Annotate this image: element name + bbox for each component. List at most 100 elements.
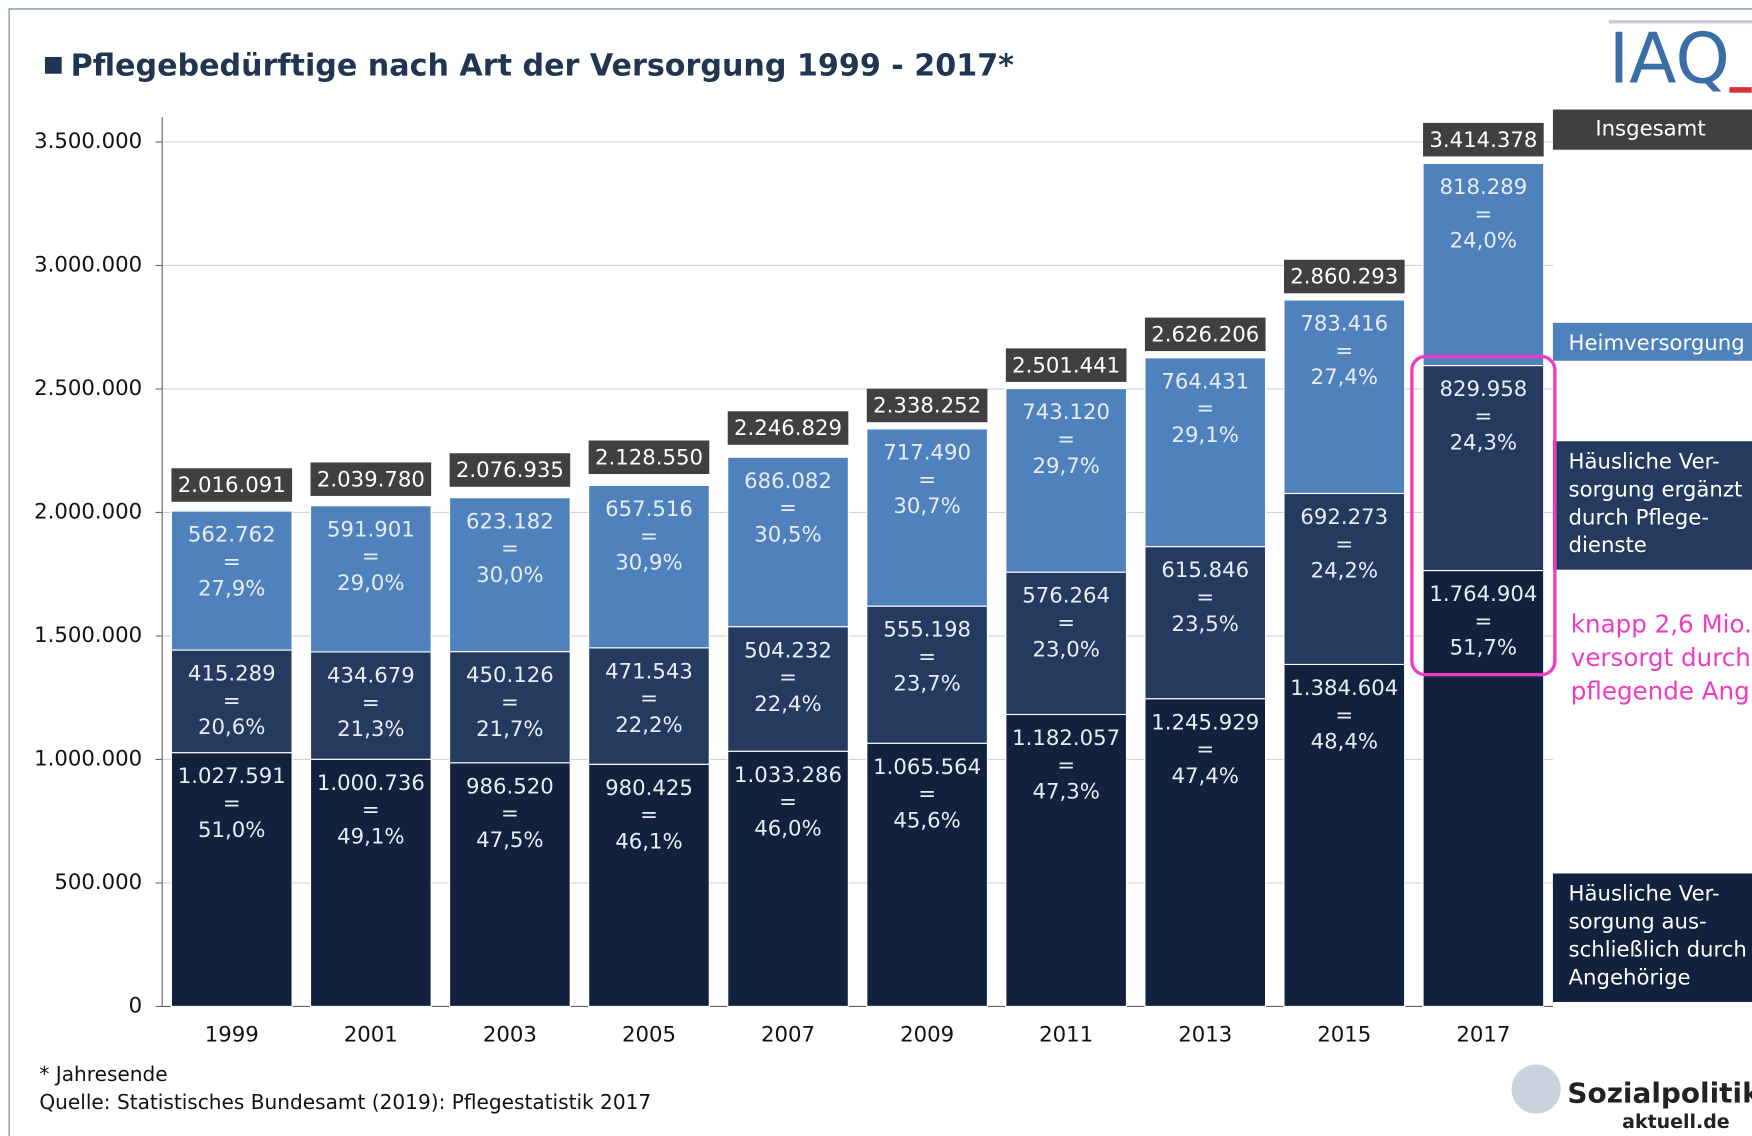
value-label: 434.679: [327, 663, 415, 688]
title-marker: [45, 57, 62, 74]
x-tick-label: 2015: [1317, 1022, 1371, 1047]
separator: =: [1196, 396, 1214, 421]
share-label: 47,4%: [1172, 764, 1239, 789]
logo-iaq: IAQ: [1609, 20, 1730, 100]
separator: =: [918, 782, 936, 807]
share-label: 47,3%: [1032, 780, 1099, 805]
value-label: 743.120: [1022, 400, 1110, 425]
bar-segment: [311, 759, 432, 1006]
separator: =: [1474, 609, 1492, 634]
x-tick-label: 1999: [205, 1022, 259, 1047]
total-label: 2.128.550: [595, 445, 703, 470]
y-tick-label: 500.000: [54, 870, 142, 895]
separator: =: [223, 791, 241, 816]
total-label: 2.076.935: [456, 458, 564, 483]
legend-label: Heimversorgung: [1569, 331, 1745, 356]
separator: =: [918, 645, 936, 670]
annotation: pflegende Ang: [1571, 677, 1750, 706]
share-label: 29,7%: [1032, 454, 1099, 479]
share-label: 51,7%: [1450, 636, 1517, 661]
value-label: 471.543: [605, 659, 693, 684]
total-label: 3.414.378: [1429, 128, 1537, 153]
y-tick-label: 2.000.000: [34, 499, 142, 524]
separator: =: [362, 798, 380, 823]
separator: =: [918, 467, 936, 492]
value-label: 986.520: [466, 774, 554, 799]
x-tick-label: 2011: [1039, 1022, 1093, 1047]
share-label: 30,5%: [754, 522, 821, 547]
share-label: 24,3%: [1450, 431, 1517, 456]
x-tick-label: 2013: [1178, 1022, 1232, 1047]
y-tick-label: 1.500.000: [34, 623, 142, 648]
legend-label: Insgesamt: [1595, 117, 1705, 142]
value-label: 818.289: [1439, 175, 1527, 200]
value-label: 1.065.564: [873, 755, 981, 780]
separator: =: [1196, 585, 1214, 610]
value-label: 1.182.057: [1012, 726, 1120, 751]
separator: =: [640, 803, 658, 828]
logo-text: Sozialpolitik-: [1567, 1077, 1752, 1110]
x-tick-label: 2001: [344, 1022, 398, 1047]
separator: =: [1057, 427, 1075, 452]
value-label: 555.198: [883, 618, 971, 643]
separator: =: [223, 549, 241, 574]
value-label: 1.033.286: [734, 763, 842, 788]
separator: =: [1335, 703, 1353, 728]
share-label: 22,4%: [754, 692, 821, 717]
total-label: 2.860.293: [1290, 265, 1398, 290]
logo-people: [1512, 1065, 1561, 1114]
share-label: 30,7%: [893, 494, 960, 519]
value-label: 717.490: [883, 440, 971, 465]
legend-label: Häusliche Ver-: [1569, 449, 1720, 474]
share-label: 24,0%: [1450, 229, 1517, 254]
share-label: 21,3%: [337, 717, 404, 742]
total-label: 2.016.091: [178, 473, 286, 498]
value-label: 980.425: [605, 776, 693, 801]
footnote: * Jahresende: [39, 1062, 167, 1086]
separator: =: [779, 665, 797, 690]
value-label: 591.901: [327, 517, 415, 542]
y-tick-label: 1.000.000: [34, 746, 142, 771]
share-label: 27,4%: [1311, 365, 1378, 390]
value-label: 1.000.736: [317, 771, 425, 796]
value-label: 415.289: [188, 662, 276, 687]
x-tick-label: 2003: [483, 1022, 537, 1047]
value-label: 1.764.904: [1429, 582, 1537, 607]
share-label: 51,0%: [198, 818, 265, 843]
annotation: versorgt durch: [1571, 643, 1751, 672]
separator: =: [501, 801, 519, 826]
separator: =: [501, 536, 519, 561]
share-label: 46,1%: [615, 829, 682, 854]
share-label: 21,7%: [476, 717, 543, 742]
logo-text: aktuell.de: [1622, 1111, 1730, 1133]
y-tick-label: 3.000.000: [34, 252, 142, 277]
logo-line: [1609, 20, 1752, 23]
separator: =: [1474, 404, 1492, 429]
share-label: 30,0%: [476, 563, 543, 588]
value-label: 783.416: [1300, 312, 1388, 337]
total-label: 2.501.441: [1012, 353, 1120, 378]
y-tick-label: 0: [129, 993, 143, 1018]
separator: =: [779, 790, 797, 815]
share-label: 47,5%: [476, 828, 543, 853]
x-tick-label: 2009: [900, 1022, 954, 1047]
separator: =: [1335, 532, 1353, 557]
legend-label: durch Pflege-: [1569, 505, 1709, 530]
value-label: 686.082: [744, 469, 832, 494]
y-tick-label: 2.500.000: [34, 376, 142, 401]
separator: =: [501, 690, 519, 715]
legend-label: sorgung aus-: [1569, 910, 1707, 935]
y-tick-label: 3.500.000: [34, 129, 142, 154]
separator: =: [1196, 737, 1214, 762]
value-label: 450.126: [466, 663, 554, 688]
value-label: 615.846: [1161, 558, 1249, 583]
share-label: 29,1%: [1172, 423, 1239, 448]
value-label: 1.384.604: [1290, 676, 1398, 701]
share-label: 46,0%: [754, 816, 821, 841]
separator: =: [1474, 202, 1492, 227]
share-label: 29,0%: [337, 571, 404, 596]
share-label: 49,1%: [337, 824, 404, 849]
value-label: 623.182: [466, 509, 554, 534]
share-label: 30,9%: [615, 551, 682, 576]
separator: =: [223, 688, 241, 713]
